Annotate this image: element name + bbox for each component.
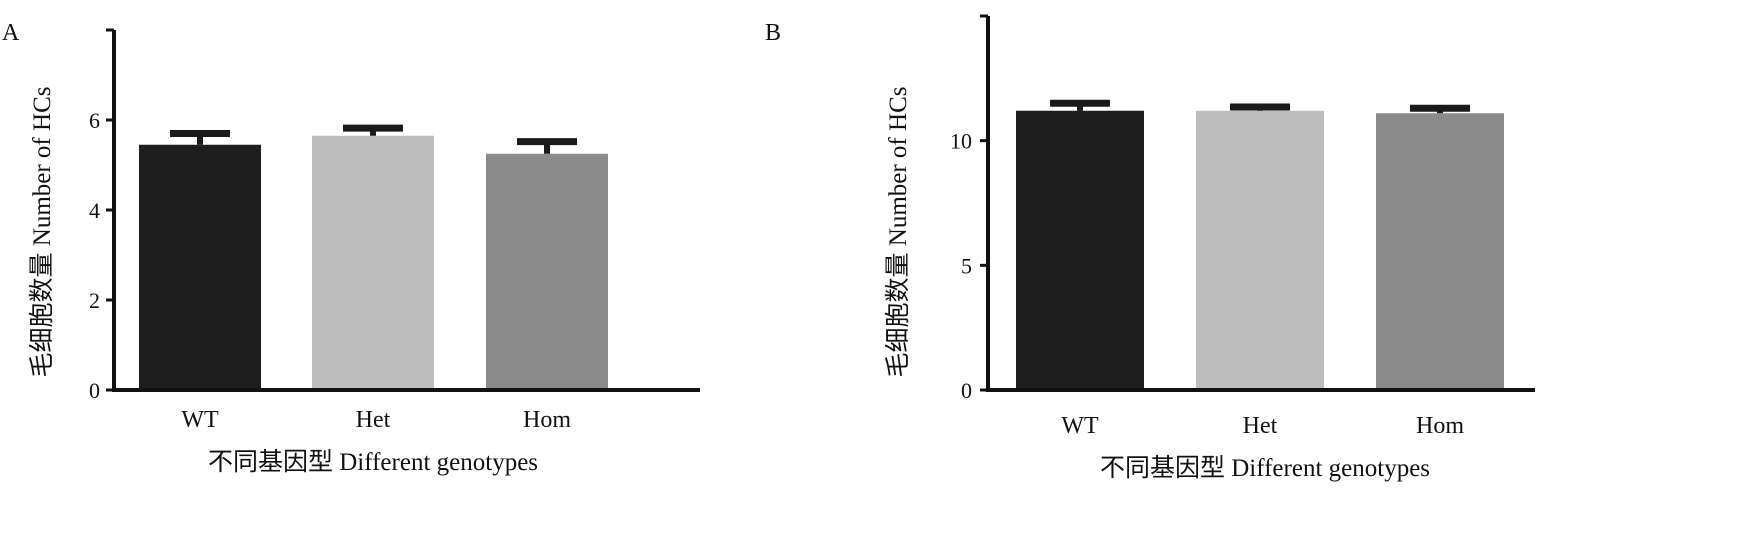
y-tick-label: 5 — [961, 253, 972, 278]
bar-wt — [139, 144, 261, 390]
y-tick-label: 4 — [89, 198, 100, 223]
y-tick-label: 10 — [950, 129, 972, 154]
x-tick-label: WT — [1061, 413, 1099, 439]
bar-het — [312, 135, 434, 390]
y-tick-label: 0 — [961, 378, 972, 403]
bar-hom — [1376, 113, 1504, 391]
x-tick-label: WT — [181, 407, 219, 433]
chart-panel-b: B WT Het Hom 0 5 10 不同基因型 Different genotypes 毛细… — [765, 14, 1535, 482]
bar-het — [1196, 110, 1324, 390]
y-tick-label: 0 — [89, 378, 100, 403]
chart-panel-a: A WT Het Hom 0 2 4 6 不同基因型 Different genotypes 毛细… — [2, 20, 700, 476]
y-axis-title: 毛细胞数量 Number of HCs — [28, 87, 56, 378]
bar-wt — [1016, 110, 1144, 390]
x-tick-label: Het — [1243, 413, 1278, 439]
panel-letter: A — [2, 20, 20, 46]
y-axis-title: 毛细胞数量 Number of HCs — [884, 87, 912, 378]
x-tick-label: Het — [356, 407, 391, 433]
y-tick-label: 2 — [89, 288, 100, 313]
x-axis-title: 不同基因型 Different genotypes — [208, 448, 538, 476]
x-tick-label: Hom — [523, 407, 571, 433]
x-axis-title: 不同基因型 Different genotypes — [1100, 454, 1430, 482]
x-tick-label: Hom — [1416, 413, 1464, 439]
y-tick-label: 6 — [89, 108, 100, 133]
bar-hom — [486, 153, 608, 390]
panel-letter: B — [765, 20, 781, 46]
